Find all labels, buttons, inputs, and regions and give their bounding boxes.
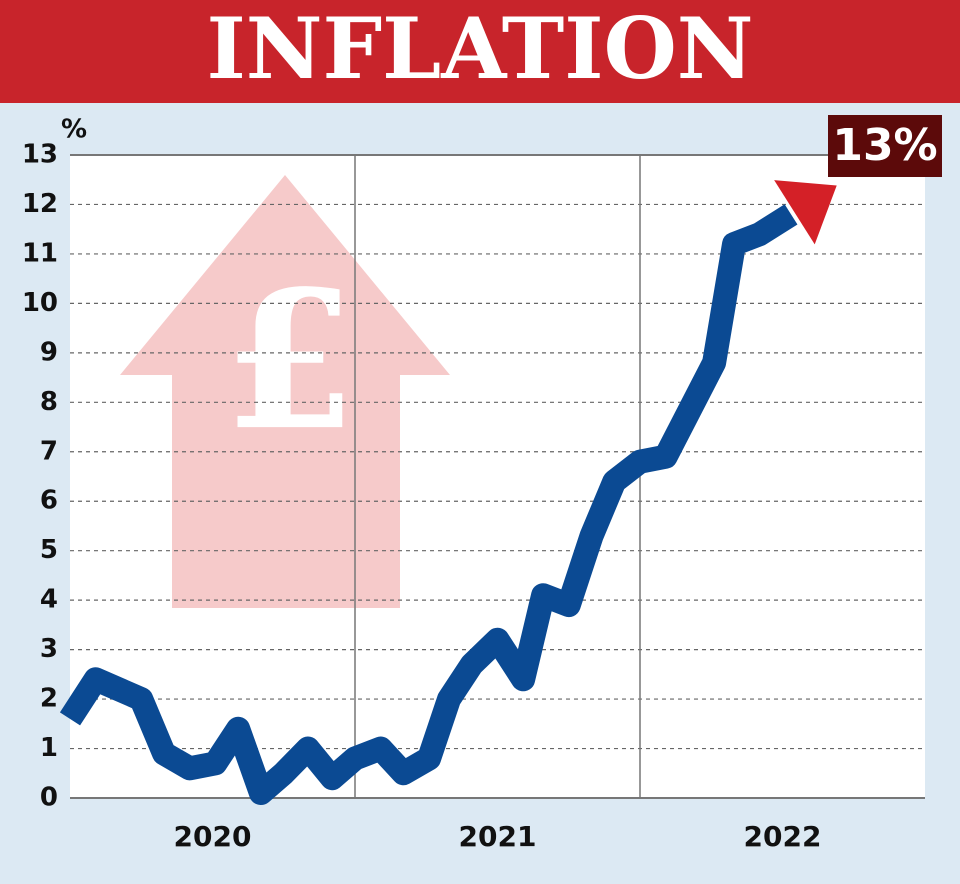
grid	[70, 154, 925, 799]
title-banner	[0, 0, 960, 103]
y-tick-label: 3	[40, 634, 58, 664]
x-tick-label: 2022	[744, 820, 822, 853]
annotation-box	[828, 115, 942, 177]
y-tick-label: 1	[40, 733, 58, 763]
decorative-arrow	[120, 175, 450, 608]
x-tick-label: 2021	[459, 820, 537, 853]
y-tick-label: 9	[40, 337, 58, 367]
y-tick-label: 11	[22, 238, 58, 268]
marks	[59, 180, 837, 806]
pound-symbol: £	[224, 249, 356, 472]
annotation: 13%	[832, 120, 937, 171]
x-tick-label: 2020	[174, 820, 252, 853]
y-tick-label: 12	[22, 189, 58, 219]
y-tick-label: 0	[40, 783, 58, 813]
y-unit: %	[61, 115, 87, 145]
y-tick-label: 10	[22, 288, 58, 318]
y-tick-label: 5	[40, 535, 58, 565]
y-tick-label: 2	[40, 684, 58, 714]
y-tick-label: 13	[22, 140, 58, 170]
y-tick-label: 8	[40, 387, 58, 417]
line-series	[59, 204, 798, 806]
y-tick-label: 7	[40, 436, 58, 466]
chart-title: INFLATION	[206, 0, 753, 98]
y-tick-label: 4	[40, 585, 58, 615]
y-tick-label: 6	[40, 486, 58, 516]
trend-arrowhead	[774, 180, 837, 245]
